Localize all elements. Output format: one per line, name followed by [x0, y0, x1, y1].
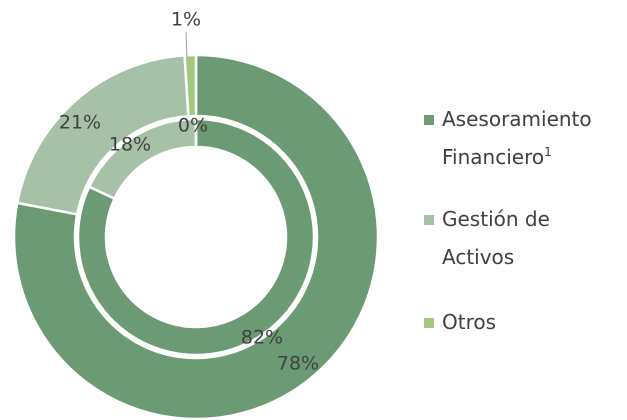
legend-text: Gestión de Activos — [442, 207, 550, 269]
data-label: 78% — [277, 353, 319, 375]
legend-label: Asesoramiento Financiero1 — [442, 100, 592, 176]
donut-segment — [12, 53, 380, 420]
data-label: 82% — [241, 327, 283, 349]
donut-chart: 78% 21% 1% 82% 18% 0% — [12, 9, 380, 420]
legend-label: Otros — [442, 303, 592, 341]
donut-segment — [183, 53, 198, 118]
data-label: 1% — [171, 9, 201, 31]
donut-segment — [76, 117, 316, 357]
legend-item: Asesoramiento Financiero1 — [424, 100, 594, 176]
legend-text: Asesoramiento Financiero — [442, 107, 592, 169]
legend-swatch — [424, 215, 434, 225]
legend-swatch — [424, 115, 434, 125]
data-label: 18% — [109, 134, 151, 156]
legend-text: Otros — [442, 310, 497, 334]
legend-item: Gestión de Activos — [424, 200, 594, 276]
leader-line — [185, 31, 188, 59]
data-label: 21% — [59, 112, 101, 134]
legend-label: Gestión de Activos — [442, 200, 592, 276]
legend-swatch — [424, 318, 434, 328]
legend-item: Otros — [424, 303, 594, 341]
footnote-marker: 1 — [544, 145, 552, 159]
data-label: 0% — [178, 115, 208, 137]
